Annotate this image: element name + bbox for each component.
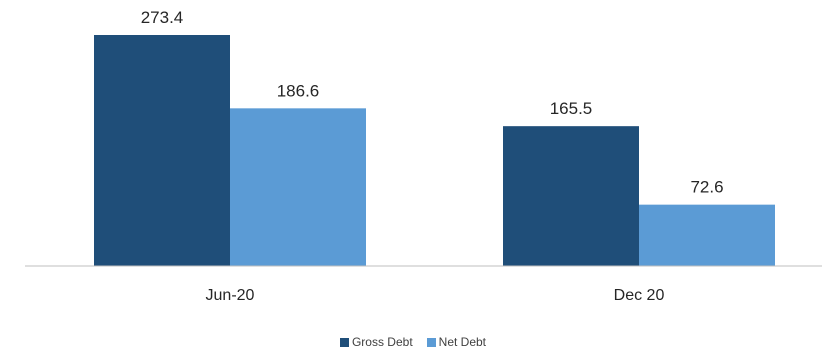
legend: Gross Debt Net Debt: [0, 335, 826, 349]
value-label-gross-debt-dec-20: 165.5: [550, 99, 593, 118]
bar-net-debt-jun-20: [230, 108, 366, 266]
legend-swatch-gross-debt: [339, 337, 349, 347]
bars-group: [94, 35, 775, 267]
category-label-dec-20: Dec 20: [614, 287, 665, 304]
value-labels-group: 273.4 186.6 165.5 72.6: [141, 8, 724, 197]
category-labels-group: Jun-20 Dec 20: [206, 287, 665, 304]
value-label-net-debt-dec-20: 72.6: [690, 178, 723, 197]
bar-net-debt-dec-20: [639, 204, 775, 266]
legend-item-net-debt: Net Debt: [426, 335, 487, 349]
value-label-gross-debt-jun-20: 273.4: [141, 8, 184, 27]
value-label-net-debt-jun-20: 186.6: [277, 81, 320, 100]
bar-gross-debt-dec-20: [503, 126, 639, 267]
bar-gross-debt-jun-20: [94, 35, 230, 266]
category-label-jun-20: Jun-20: [206, 287, 255, 304]
legend-item-gross-debt: Gross Debt: [339, 335, 413, 349]
legend-swatch-net-debt: [426, 337, 436, 347]
legend-label-net-debt: Net Debt: [438, 335, 487, 349]
bar-chart: 273.4 186.6 165.5 72.6 Jun-20 Dec 20: [25, 8, 822, 304]
legend-label-gross-debt: Gross Debt: [351, 335, 413, 349]
